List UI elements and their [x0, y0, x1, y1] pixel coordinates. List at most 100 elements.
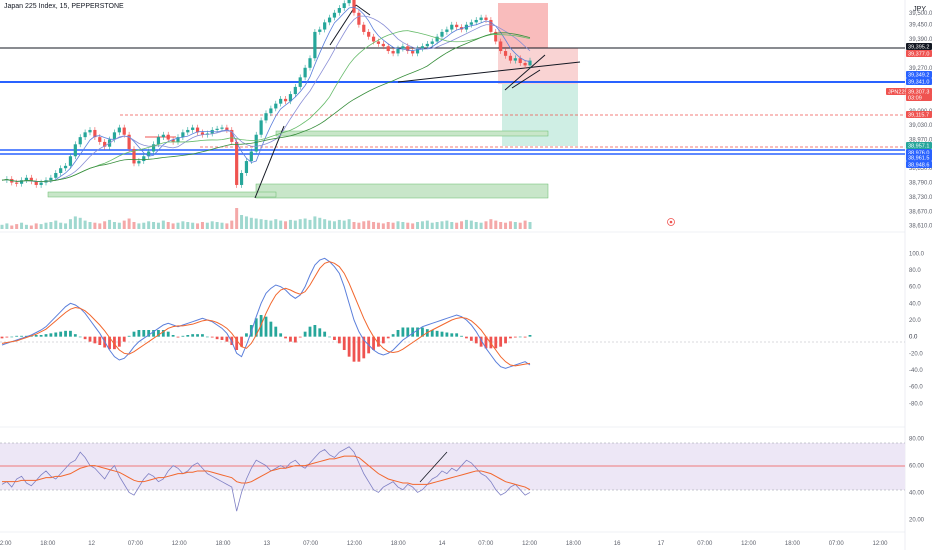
volume-bar [420, 221, 424, 229]
volume-bar [132, 222, 136, 229]
volume-bar [15, 224, 19, 229]
time-axis-tick: 07:00 [128, 541, 144, 547]
volume-bar [284, 221, 288, 229]
macd-histogram-bar [333, 336, 336, 340]
candle-body [156, 137, 161, 145]
macd-histogram-bar [347, 336, 351, 357]
candle-body [406, 46, 410, 52]
macd-axis-tick: -80.0 [909, 401, 923, 407]
volume-bar [391, 222, 395, 229]
volume-bar [200, 222, 204, 229]
trendline-neckline[interactable] [397, 61, 581, 83]
candle-body [274, 103, 278, 109]
volume-bar [117, 222, 121, 229]
macd-histogram-bar [122, 336, 126, 342]
candle-body [411, 51, 415, 54]
volume-bar [220, 222, 224, 229]
candle-body [469, 22, 473, 25]
demand-box-lower[interactable] [255, 183, 549, 199]
macd-histogram-bar [528, 335, 532, 337]
candle-body [513, 58, 517, 61]
macd-histogram-bar [323, 331, 327, 337]
candle-body [220, 127, 224, 129]
price-tag-box [906, 43, 932, 50]
macd-histogram-bar [284, 336, 287, 339]
volume-bar [152, 222, 156, 229]
volume-bar [411, 223, 415, 229]
candle-body [19, 180, 24, 184]
macd-histogram-bar [220, 336, 224, 340]
price-tag-box [906, 94, 932, 101]
volume-bar [323, 219, 327, 229]
volume-bar [235, 208, 239, 229]
volume-bar [450, 222, 454, 229]
rsi-divergence-line[interactable] [419, 451, 448, 483]
macd-histogram-bar [196, 334, 199, 337]
candle-body [24, 177, 29, 181]
macd-histogram-bar [494, 336, 498, 349]
candle-body [367, 31, 371, 37]
volume-bar [171, 223, 175, 229]
trendline-wedge-upper[interactable] [504, 54, 546, 91]
short-risk-zone[interactable] [498, 3, 548, 48]
macd-histogram-bar [293, 336, 297, 343]
time-axis-tick: 12:00 [741, 541, 757, 547]
candle-body [327, 17, 332, 23]
volume-bar [240, 215, 244, 229]
candle-body [508, 55, 513, 61]
volume-bar [161, 220, 165, 229]
demand-box-upper[interactable] [275, 130, 549, 137]
volume-bar [279, 220, 283, 229]
volume-bar [455, 222, 459, 229]
macd-histogram-bar [176, 336, 180, 338]
trendline-peak-left[interactable] [329, 4, 357, 46]
macd-histogram-bar [264, 316, 268, 337]
macd-histogram-bar [235, 336, 239, 350]
time-axis-tick: 17 [658, 541, 665, 547]
trendline-wedge-lower[interactable] [511, 69, 541, 89]
demand-box-left[interactable] [47, 191, 277, 198]
volume-bar [176, 222, 180, 229]
volume-bar [474, 222, 478, 229]
alert-icon[interactable] [667, 218, 675, 226]
candle-body [435, 36, 439, 42]
candle-body [342, 3, 346, 9]
macd-histogram-bar [137, 330, 141, 337]
candle-body [117, 127, 121, 133]
chart-title: Japan 225 Index, 15, PEPPERSTONE [4, 3, 124, 10]
macd-axis-tick: -20.0 [909, 351, 923, 357]
price-axis-tick: 38,970.0 [909, 138, 932, 144]
candle-body [420, 46, 425, 49]
macd-histogram-bar [0, 336, 4, 339]
time-axis-tick: 12:00 [347, 541, 363, 547]
volume-bar [269, 220, 273, 229]
price-tag-label: 39,349.2 [908, 73, 929, 79]
candle-body [450, 24, 454, 30]
candle-body [455, 24, 459, 28]
volume-bar [494, 220, 498, 229]
candle-body [499, 41, 503, 52]
volume-bar [362, 221, 366, 229]
volume-bar [166, 222, 170, 229]
volume-bar [225, 223, 229, 229]
volume-bar [181, 221, 185, 229]
volume-bar [445, 220, 449, 229]
volume-bar [259, 219, 263, 229]
candle-body [371, 36, 376, 42]
volume-bar [440, 221, 444, 229]
short-stop-zone[interactable] [498, 48, 578, 84]
macd-histogram-bar [440, 331, 444, 337]
trendline-peak-right[interactable] [355, 4, 371, 16]
candle-body [396, 48, 400, 54]
candle-body [430, 41, 434, 44]
macd-histogram-bar [166, 331, 170, 337]
volume-bar [108, 219, 112, 229]
macd-axis-tick: 0.0 [909, 335, 918, 341]
candle-body [298, 77, 302, 87]
price-tag-box [886, 88, 906, 95]
macd-histogram-bar [455, 333, 459, 337]
macd-histogram-bar [372, 336, 375, 350]
macd-histogram-bar [186, 335, 190, 337]
candle-body [249, 151, 253, 162]
